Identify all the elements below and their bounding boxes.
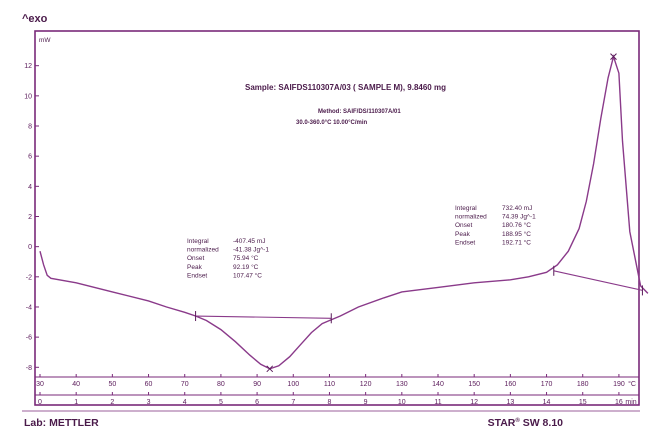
peak-marker-b [610, 53, 617, 60]
time-tick-label: 12 [470, 399, 478, 406]
baselines [195, 270, 643, 319]
annotation-value: 732.40 mJ [502, 205, 532, 212]
annotation-value: 192.71 °C [502, 238, 531, 246]
time-tick-label: 5 [219, 399, 223, 406]
annotation-key: Peak [187, 264, 203, 271]
temp-tick-label: 170 [541, 381, 553, 388]
annotation-key: Peak [455, 231, 471, 238]
time-tick-label: 15 [579, 399, 587, 406]
temp-tick-label: 140 [432, 381, 444, 388]
temp-tick-label: 50 [108, 381, 116, 388]
time-axis-unit: min [625, 399, 636, 406]
lab-label: Lab: METTLER [24, 417, 99, 429]
annotation-key: normalized [187, 247, 219, 254]
y-tick-label: 0 [28, 244, 32, 251]
y-axis-unit: mW [39, 37, 51, 44]
software-label: STAR® SW 8.10 [488, 417, 564, 429]
annotation-value: 92.19 °C [233, 263, 259, 271]
y-tick-label: -4 [26, 304, 32, 311]
dsc-curve-group [39, 54, 649, 370]
temp-tick-label: 100 [287, 381, 299, 388]
plot-frame [34, 30, 640, 406]
time-tick-label: 2 [110, 399, 114, 406]
annotation-key: Integral [187, 238, 209, 245]
time-tick-label: 10 [398, 399, 406, 406]
temp-tick-label: 80 [217, 381, 225, 388]
time-tick-label: 9 [364, 399, 368, 406]
integration-baseline [195, 315, 332, 319]
temp-axis-unit: °C [628, 380, 636, 388]
annotation-value: 180.76 °C [502, 221, 531, 229]
temp-tick-label: 150 [468, 381, 480, 388]
temp-tick-label: 30 [36, 381, 44, 388]
annotation-value: 107.47 °C [233, 271, 262, 279]
y-tick-label: -8 [26, 365, 32, 372]
y-tick-label: 4 [28, 184, 32, 191]
time-tick-label: 4 [183, 399, 187, 406]
y-tick-label: 6 [28, 154, 32, 161]
time-tick-label: 14 [543, 399, 551, 406]
annotation-peak-2: Integral 732.40 mJ normalized 74.39 Jg^-1 O… [455, 205, 536, 246]
temp-tick-label: 70 [181, 381, 189, 388]
time-tick-label: 13 [506, 399, 514, 406]
time-tick-label: 6 [255, 399, 259, 406]
temp-tick-label: 90 [253, 381, 261, 388]
time-tick-label: 16 [615, 399, 623, 406]
temp-tick-label: 120 [360, 381, 372, 388]
y-tick-label: 12 [24, 63, 32, 70]
integration-baseline [553, 270, 643, 291]
time-tick-label: 3 [147, 399, 151, 406]
time-tick-label: 7 [291, 399, 295, 406]
annotation-value: 75.94 °C [233, 254, 259, 262]
temp-tick-label: 190 [613, 381, 625, 388]
markers [195, 53, 643, 373]
annotation-value: -407.45 mJ [233, 238, 266, 245]
time-tick-label: 8 [328, 399, 332, 406]
temp-tick-label: 110 [324, 381, 335, 388]
annotation-key: Endset [187, 272, 207, 279]
temp-tick-label: 60 [145, 381, 153, 388]
time-tick-label: 0 [38, 399, 42, 406]
temp-tick-label: 180 [577, 381, 589, 388]
annotation-value: 74.39 Jg^-1 [502, 214, 536, 221]
range-label: 30.0-360.0°C 10.00°C/min [296, 120, 368, 126]
y-tick-label: -2 [26, 274, 32, 281]
annotation-value: -41.38 Jg^-1 [233, 247, 269, 254]
y-tick-label: -6 [26, 335, 32, 342]
peak-marker-b [266, 365, 274, 373]
method-label: Method: SAIF/DS/110307A/01 [318, 109, 401, 115]
annotation-value: 188.95 °C [502, 230, 531, 238]
temp-tick-label: 130 [396, 381, 408, 388]
exo-label: ^exo [22, 13, 48, 25]
y-axis: 12 10 8 6 4 2 0 -2 -4 -6 -8 [24, 63, 39, 372]
annotation-key: Onset [455, 222, 473, 229]
annotation-key: Endset [455, 239, 475, 246]
annotation-key: Integral [455, 205, 477, 212]
annotation-key: Onset [187, 255, 205, 262]
y-tick-label: 2 [28, 214, 32, 221]
annotation-key: normalized [455, 214, 487, 221]
annotation-peak-1: Integral -407.45 mJ normalized -41.38 Jg^-… [187, 238, 269, 279]
y-tick-label: 10 [24, 93, 32, 100]
dsc-curve [39, 54, 649, 370]
y-tick-label: 8 [28, 124, 32, 131]
sample-title: Sample: SAIFDS110307A/03 ( SAMPLE M), 9.… [245, 83, 446, 92]
software-reg: ® [515, 417, 520, 424]
software-rest: SW 8.10 [520, 417, 563, 429]
software-star: STAR [488, 417, 516, 429]
temp-tick-label: 160 [505, 381, 517, 388]
time-tick-label: 11 [434, 399, 441, 406]
temp-tick-label: 40 [72, 381, 80, 388]
x-axis: 30 40 50 60 70 80 90 100 110 120 130 140 150 160 170 18… [35, 374, 639, 406]
time-tick-label: 1 [74, 399, 78, 406]
